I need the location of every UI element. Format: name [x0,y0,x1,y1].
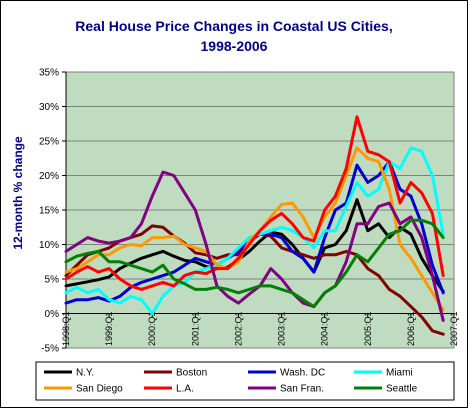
x-tick-label: 2004:Q1 [320,311,330,346]
legend-label: San Diego [76,384,123,395]
y-tick-label: 20% [39,171,59,182]
x-tick-label: 2002:Q1 [233,311,243,346]
y-tick-label: 35% [39,68,59,79]
y-tick-label: 5% [45,275,60,286]
y-axis-label: 12-month % change [11,136,25,250]
series-line [64,218,445,309]
x-tick-label: 2005:Q1 [363,311,373,346]
legend-label: San Fran. [280,384,324,395]
x-tick-label: 2000:Q1 [147,311,157,346]
legend-label: Boston [176,368,207,379]
chart-title-line2: 1998-2006 [201,38,268,54]
legend-label: N.Y. [76,368,94,379]
series-lines [64,115,445,336]
chart-title-line1: Real House Price Changes in Coastal US C… [75,18,392,34]
y-tick-label: 25% [39,137,59,148]
legend-label: Seattle [386,384,418,395]
y-tick-label: -5% [41,344,59,355]
series-line [64,170,445,322]
x-tick-label: 1999:Q1 [104,311,114,346]
legend [35,361,455,401]
legend-label: L.A. [176,384,194,395]
x-tick-label: 2001:Q1 [190,311,200,346]
legend-label: Miami [386,368,413,379]
series-line [64,115,445,291]
x-tick-label: 2003:Q1 [277,311,287,346]
legend-entries: N.Y. Boston Wash. DC Miami San Diego L.A. San … [44,368,418,395]
y-tick-label: 30% [39,102,59,113]
x-tick-label: 2006:Q1 [406,311,416,346]
x-tick-label: 2007:Q1 [449,311,459,346]
x-tick-label: 1998:Q1 [61,311,71,346]
y-tick-label: 15% [39,206,59,217]
y-tick-label: 10% [39,240,59,251]
y-tick-label: 0% [45,309,60,320]
legend-label: Wash. DC [280,368,325,379]
